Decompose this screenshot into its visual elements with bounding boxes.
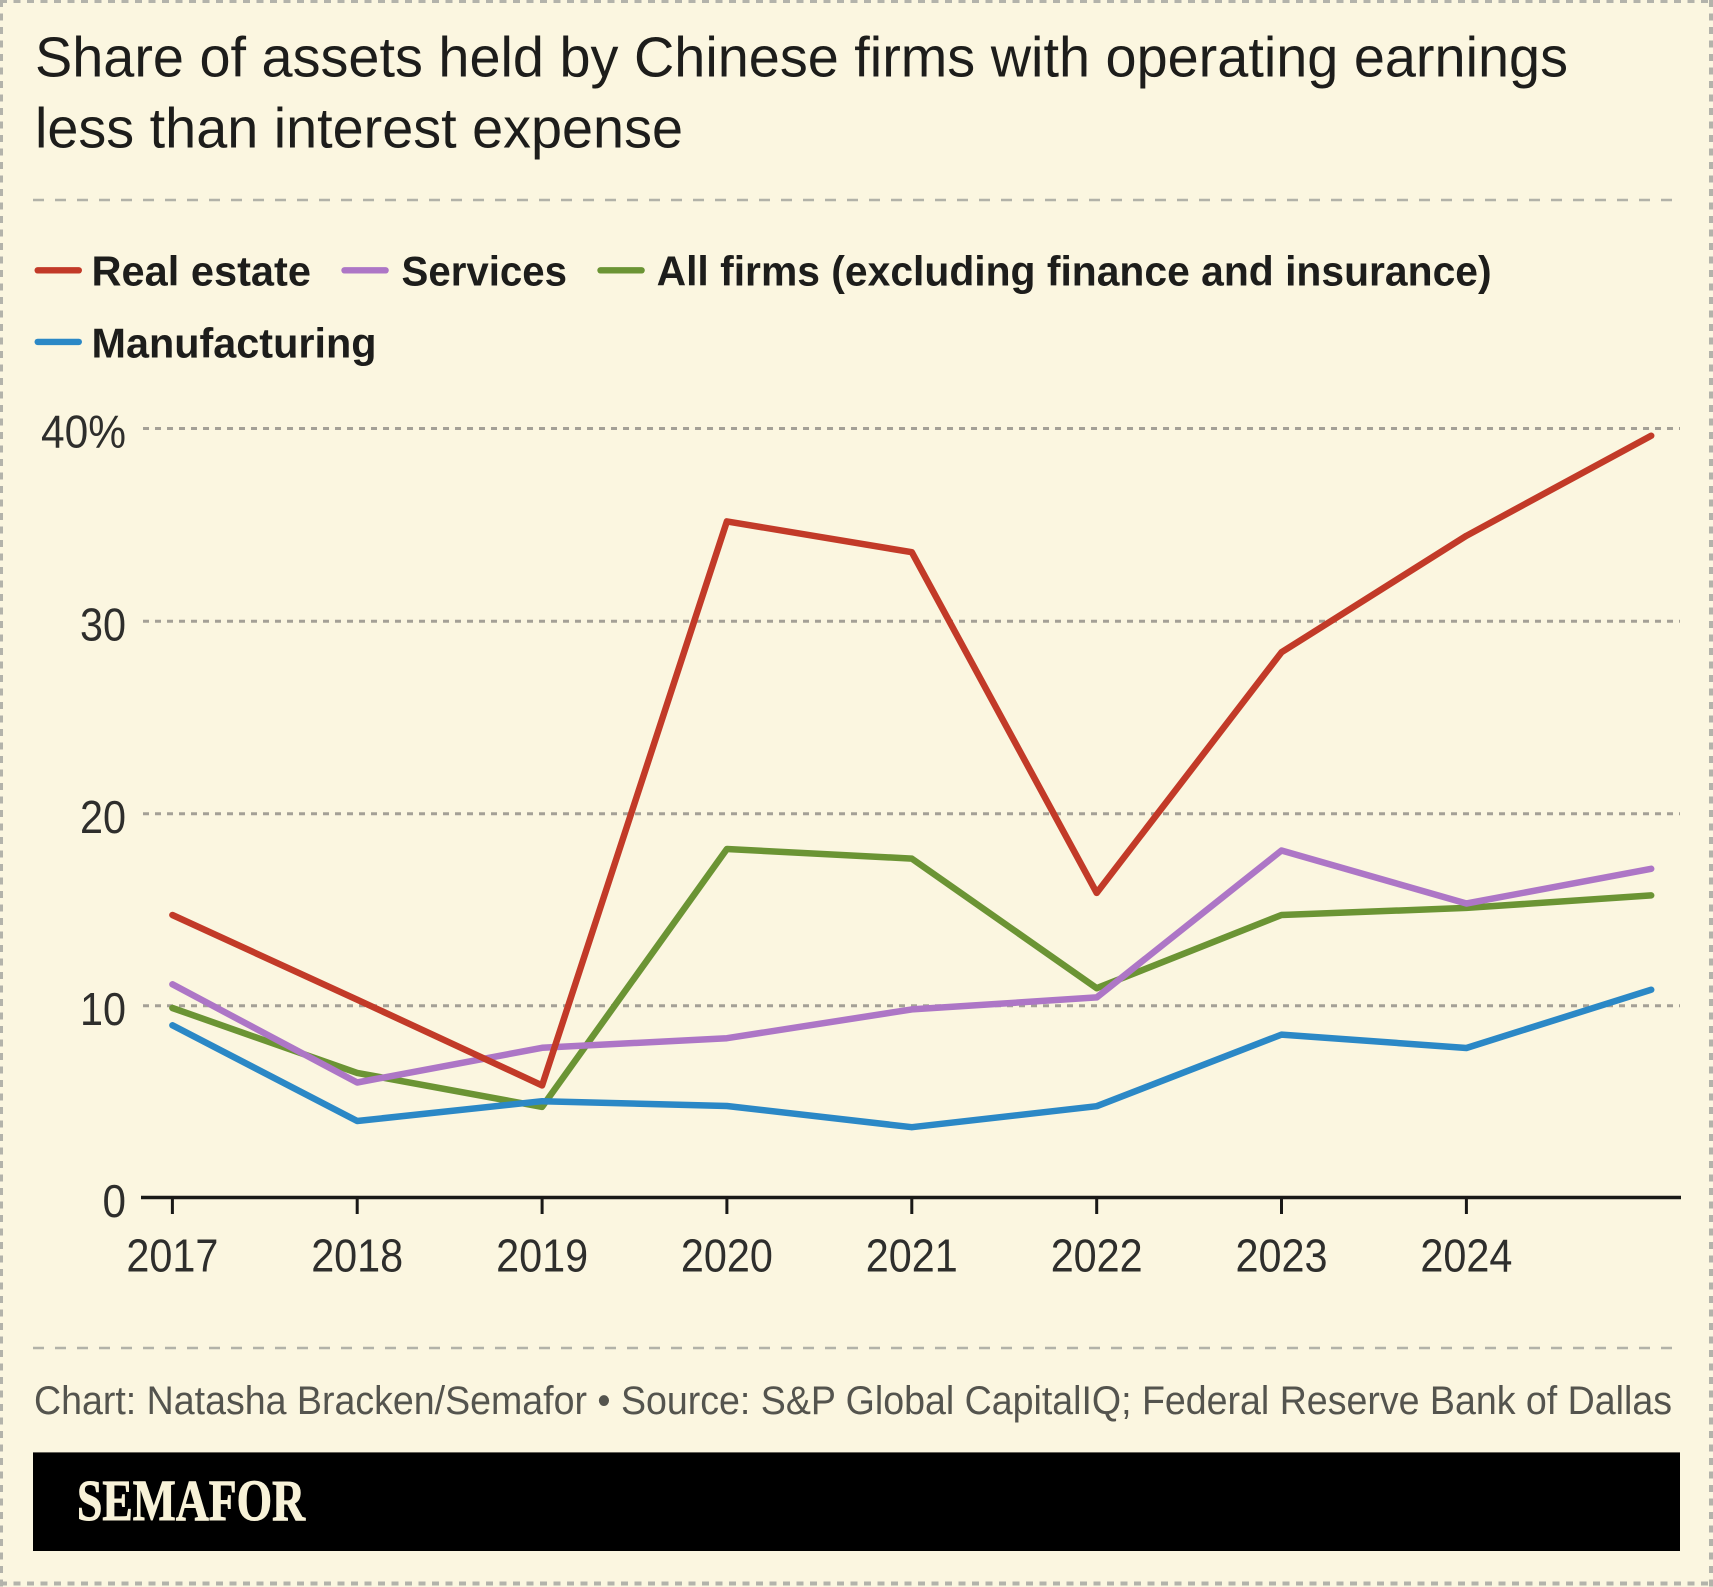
svg-text:Share of assets held by Chines: Share of assets held by Chinese firms wi… [35,26,1568,90]
svg-text:2018: 2018 [311,1230,403,1282]
svg-text:10: 10 [80,983,126,1035]
svg-text:Chart: Natasha Bracken/Semafor: Chart: Natasha Bracken/Semafor • Source:… [34,1379,1672,1423]
svg-text:2022: 2022 [1051,1230,1143,1282]
svg-text:0: 0 [103,1175,127,1227]
svg-text:less than interest expense: less than interest expense [35,97,683,161]
svg-text:Manufacturing: Manufacturing [92,319,377,366]
svg-text:40%: 40% [41,406,126,458]
svg-text:2023: 2023 [1236,1230,1328,1282]
svg-text:30: 30 [80,598,126,650]
svg-text:2024: 2024 [1420,1230,1512,1282]
svg-text:20: 20 [80,791,126,843]
svg-text:2020: 2020 [681,1230,773,1282]
svg-text:Real estate: Real estate [92,248,312,295]
svg-text:Services: Services [402,248,568,295]
svg-text:SEMAFOR: SEMAFOR [77,1468,306,1533]
svg-text:2017: 2017 [126,1230,218,1282]
svg-text:2021: 2021 [866,1230,958,1282]
svg-text:2019: 2019 [496,1230,588,1282]
svg-text:All firms (excluding finance a: All firms (excluding finance and insuran… [657,248,1492,295]
